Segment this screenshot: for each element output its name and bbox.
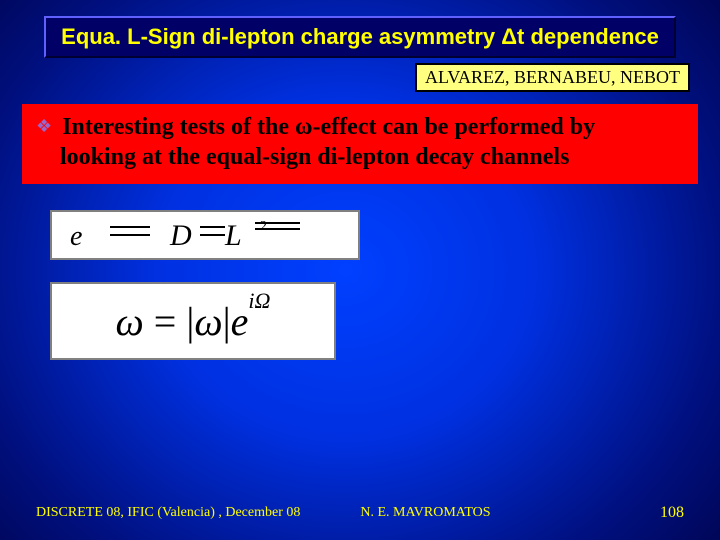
- page-number: 108: [660, 504, 684, 522]
- svg-text:L: L: [224, 219, 242, 252]
- diamond-bullet-icon: ❖: [36, 116, 52, 137]
- slide-title: Equa. L-Sign di-lepton charge asymmetry …: [61, 24, 659, 49]
- footer-conference: DISCRETE 08, IFIC (Valencia) , December …: [36, 505, 300, 521]
- body-line-1: Interesting tests of the ω-effect can be…: [62, 114, 595, 140]
- svg-text:2: 2: [260, 219, 267, 234]
- body-box: ❖ Interesting tests of the ω-effect can …: [22, 104, 698, 184]
- equation-2-text: ω = |ω|eiΩ: [116, 298, 271, 345]
- authors-box: ALVAREZ, BERNABEU, NEBOT: [415, 63, 690, 92]
- title-bar: Equa. L-Sign di-lepton charge asymmetry …: [44, 16, 676, 58]
- equation-1-svg: e D L 2: [60, 215, 350, 255]
- equation-1-box: e D L 2: [50, 210, 360, 260]
- body-line-2: looking at the equal-sign di-lepton deca…: [60, 142, 684, 172]
- equation-2-box: ω = |ω|eiΩ: [50, 282, 336, 360]
- equations-area: e D L 2 ω = |ω|eiΩ: [50, 210, 360, 360]
- svg-text:D: D: [169, 219, 192, 252]
- footer: DISCRETE 08, IFIC (Valencia) , December …: [0, 504, 720, 522]
- footer-author: N. E. MAVROMATOS: [360, 505, 490, 521]
- authors-text: ALVAREZ, BERNABEU, NEBOT: [425, 67, 680, 87]
- svg-text:e: e: [70, 221, 82, 252]
